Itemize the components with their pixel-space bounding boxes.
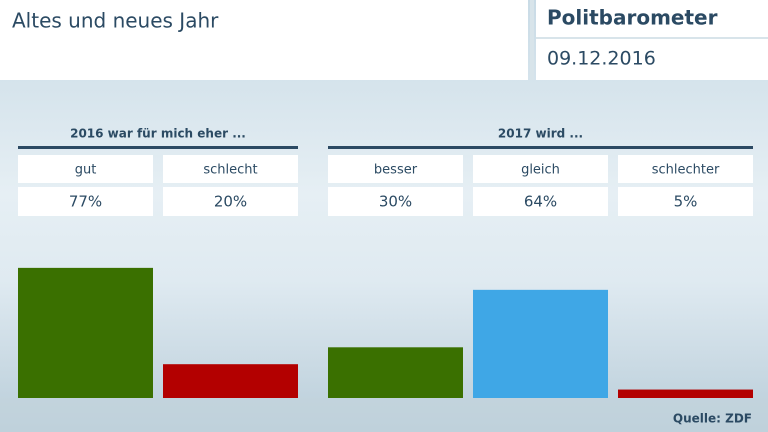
bar	[18, 267, 153, 398]
bar	[163, 364, 298, 398]
brand-panel	[536, 0, 768, 80]
label-cell	[618, 155, 753, 183]
brand: Politbarometer	[547, 6, 718, 30]
bar	[328, 347, 463, 398]
title-panel	[0, 0, 528, 80]
value-label: 20%	[214, 193, 247, 211]
label-cell	[473, 155, 608, 183]
category-label: besser	[374, 163, 418, 178]
category-label: gleich	[521, 163, 560, 178]
label-cell	[163, 155, 298, 183]
group-title: 2017 wird ...	[498, 127, 583, 141]
category-label: schlechter	[652, 163, 720, 178]
value-cell	[473, 187, 608, 216]
category-label: schlecht	[203, 163, 257, 178]
floor	[0, 398, 768, 432]
divider	[530, 0, 534, 80]
value-label: 30%	[379, 193, 412, 211]
value-cell	[328, 187, 463, 216]
group-rule	[18, 146, 298, 149]
group-title: 2016 war für mich eher ...	[70, 127, 246, 141]
label-cell	[18, 155, 153, 183]
bar	[618, 389, 753, 398]
category-label: gut	[75, 163, 97, 178]
value-label: 64%	[524, 193, 557, 211]
bar	[473, 289, 608, 398]
source: Quelle: ZDF	[673, 412, 752, 426]
page-title: Altes und neues Jahr	[12, 9, 219, 33]
value-cell	[618, 187, 753, 216]
value-label: 5%	[674, 193, 698, 211]
value-label: 77%	[69, 193, 102, 211]
value-cell	[18, 187, 153, 216]
label-cell	[328, 155, 463, 183]
date: 09.12.2016	[547, 48, 656, 70]
value-cell	[163, 187, 298, 216]
group-rule	[328, 146, 753, 149]
